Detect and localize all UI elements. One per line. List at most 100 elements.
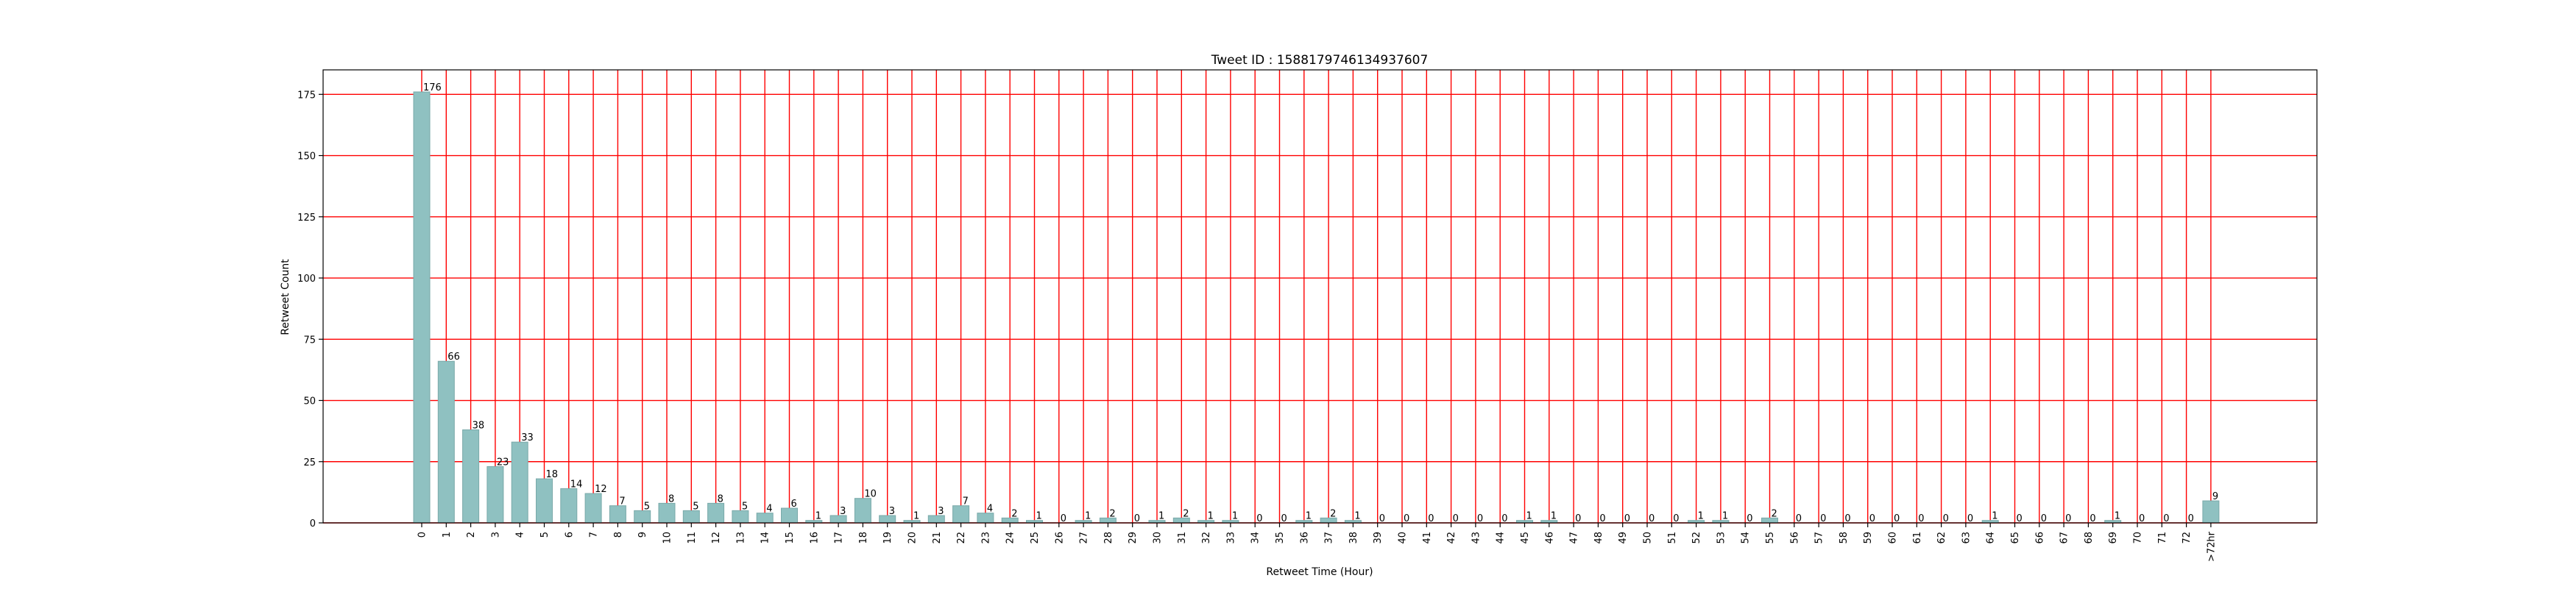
x-tick-label: 60 bbox=[1888, 532, 1899, 544]
bar-value-label: 7 bbox=[619, 496, 625, 507]
bar bbox=[952, 505, 970, 524]
bar-value-label: 1 bbox=[815, 511, 821, 522]
x-tick-label: 70 bbox=[2133, 532, 2144, 544]
bar-value-label: 8 bbox=[718, 493, 723, 504]
x-tick-label: 9 bbox=[637, 532, 648, 538]
x-tick-label: 11 bbox=[687, 532, 698, 544]
x-tick-label: 40 bbox=[1398, 532, 1409, 544]
x-tick-label: 61 bbox=[1912, 532, 1923, 544]
y-tick-label: 75 bbox=[303, 335, 316, 346]
bar-value-label: 5 bbox=[693, 501, 698, 512]
bar-value-label: 1 bbox=[1085, 511, 1091, 522]
bar-value-label: 176 bbox=[423, 82, 442, 93]
x-tick-label: 28 bbox=[1103, 532, 1114, 544]
bar-value-label: 33 bbox=[521, 432, 534, 443]
y-tick-label: 175 bbox=[297, 90, 316, 101]
bar bbox=[609, 505, 626, 524]
bar-value-label: 0 bbox=[1649, 513, 1655, 524]
x-tick-label: 66 bbox=[2034, 532, 2045, 544]
x-tick-label: 27 bbox=[1079, 532, 1090, 544]
x-tick-label: 23 bbox=[980, 532, 991, 544]
bar bbox=[634, 510, 651, 524]
bar bbox=[511, 441, 528, 524]
bar-value-label: 0 bbox=[1599, 513, 1605, 524]
bar-value-label: 1 bbox=[913, 511, 919, 522]
bar-value-label: 5 bbox=[644, 501, 650, 512]
bar bbox=[536, 478, 553, 524]
bar-value-label: 5 bbox=[742, 501, 748, 512]
bar-value-label: 1 bbox=[1992, 511, 1998, 522]
bar-value-label: 1 bbox=[1208, 511, 1214, 522]
bar-value-label: 1 bbox=[1232, 511, 1238, 522]
bar-value-label: 18 bbox=[546, 469, 559, 480]
x-tick-label: 3 bbox=[490, 532, 501, 538]
x-tick-label: 26 bbox=[1054, 532, 1065, 544]
x-tick-label: 6 bbox=[564, 532, 575, 538]
bar-value-label: 0 bbox=[1256, 513, 1262, 524]
bar-value-label: 1 bbox=[1036, 511, 1042, 522]
x-tick-label: 72 bbox=[2182, 532, 2193, 544]
plot-frame bbox=[322, 69, 2318, 524]
y-tick-label: 50 bbox=[303, 396, 316, 407]
bar-value-label: 1 bbox=[1526, 511, 1532, 522]
bar-value-label: 2 bbox=[1011, 508, 1017, 519]
x-tick-label: 39 bbox=[1373, 532, 1384, 544]
bar-value-label: 0 bbox=[1747, 513, 1752, 524]
x-tick-label: 5 bbox=[539, 532, 551, 538]
x-tick-label: 67 bbox=[2059, 532, 2070, 544]
x-tick-label: 48 bbox=[1593, 532, 1604, 544]
x-tick-label: 52 bbox=[1691, 532, 1702, 544]
bar-value-label: 6 bbox=[791, 499, 797, 510]
x-tick-label: 50 bbox=[1643, 532, 1654, 544]
bar-value-label: 0 bbox=[1673, 513, 1679, 524]
bar-value-label: 0 bbox=[2139, 513, 2145, 524]
y-tick-label: 125 bbox=[297, 213, 316, 224]
bar bbox=[854, 498, 871, 524]
x-tick-label: 69 bbox=[2108, 532, 2119, 544]
x-tick-label: 58 bbox=[1839, 532, 1850, 544]
x-tick-label: 25 bbox=[1030, 532, 1041, 544]
bar-value-label: 2 bbox=[1109, 508, 1115, 519]
x-tick-label: 32 bbox=[1201, 532, 1212, 544]
x-tick-label: 47 bbox=[1569, 532, 1580, 544]
bar-value-label: 0 bbox=[1428, 513, 1434, 524]
bar-value-label: 38 bbox=[473, 420, 485, 431]
x-tick-label: 10 bbox=[662, 532, 673, 544]
x-tick-label: 1 bbox=[442, 532, 453, 538]
bar-value-label: 0 bbox=[1134, 513, 1140, 524]
bar-value-label: 0 bbox=[1624, 513, 1630, 524]
x-tick-label: 16 bbox=[809, 532, 820, 544]
bar-value-label: 2 bbox=[1772, 508, 1777, 519]
bar bbox=[732, 510, 749, 524]
bar-value-label: 9 bbox=[2212, 491, 2218, 502]
x-tick-label: 63 bbox=[1961, 532, 1972, 544]
bar-value-label: 0 bbox=[1918, 513, 1924, 524]
x-tick-label: 22 bbox=[956, 532, 967, 544]
x-tick-label: 41 bbox=[1422, 532, 1433, 544]
x-tick-label: 55 bbox=[1765, 532, 1776, 544]
x-tick-label: 21 bbox=[932, 532, 943, 544]
x-tick-label: 31 bbox=[1177, 532, 1188, 544]
x-tick-label: 30 bbox=[1153, 532, 1164, 544]
bar-value-label: 0 bbox=[1943, 513, 1949, 524]
x-tick-label: 37 bbox=[1324, 532, 1335, 544]
x-tick-label: 59 bbox=[1863, 532, 1874, 544]
x-tick-label: 29 bbox=[1128, 532, 1139, 544]
bar-value-label: 0 bbox=[1501, 513, 1507, 524]
x-tick-label: 4 bbox=[515, 532, 526, 538]
x-tick-label: 17 bbox=[834, 532, 845, 544]
bar-value-label: 0 bbox=[1404, 513, 1409, 524]
bar-value-label: 1 bbox=[1551, 511, 1557, 522]
bar-value-label: 0 bbox=[1844, 513, 1850, 524]
x-tick-label: 7 bbox=[589, 532, 600, 538]
x-tick-label: 2 bbox=[466, 532, 477, 538]
bar bbox=[462, 429, 480, 524]
bar-value-label: 0 bbox=[2188, 513, 2194, 524]
x-tick-label: 38 bbox=[1348, 532, 1359, 544]
bar-value-label: 12 bbox=[595, 484, 607, 495]
bar-value-label: 7 bbox=[963, 496, 969, 507]
